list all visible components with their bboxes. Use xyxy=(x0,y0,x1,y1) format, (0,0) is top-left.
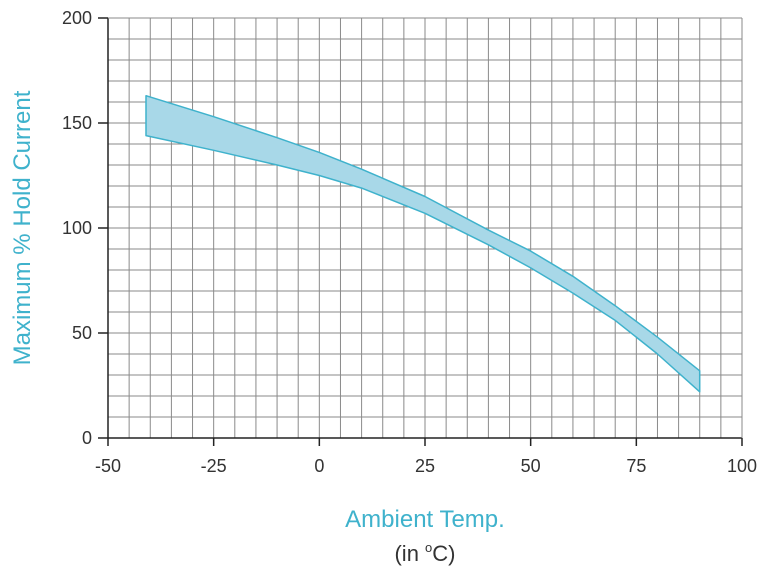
x-axis-title: Ambient Temp. xyxy=(345,506,505,533)
y-tick-label: 50 xyxy=(72,323,92,343)
x-tick-label: 75 xyxy=(626,456,646,476)
y-tick-label: 200 xyxy=(62,8,92,28)
x-tick-label: 0 xyxy=(314,456,324,476)
y-tick-label: 0 xyxy=(82,428,92,448)
x-tick-label: 100 xyxy=(727,456,757,476)
x-tick-label: -25 xyxy=(201,456,227,476)
x-axis-unit: (in oC) xyxy=(394,540,455,566)
y-axis-title: Maximum % Hold Current xyxy=(9,90,36,365)
y-tick-label: 100 xyxy=(62,218,92,238)
x-tick-label: 50 xyxy=(521,456,541,476)
axes xyxy=(98,17,743,446)
y-tick-label: 150 xyxy=(62,113,92,133)
band-area xyxy=(145,94,701,393)
hold-current-band xyxy=(145,94,701,393)
tick-labels: 0 50 100 150 200 -50 -25 0 25 50 75 100 xyxy=(62,8,757,476)
x-tick-label: -50 xyxy=(95,456,121,476)
x-tick-label: 25 xyxy=(415,456,435,476)
grid xyxy=(108,17,742,438)
